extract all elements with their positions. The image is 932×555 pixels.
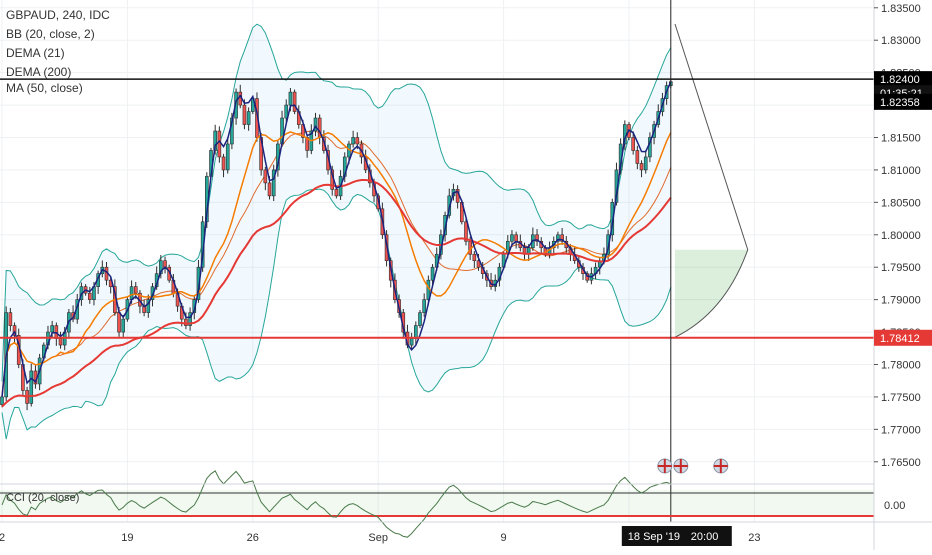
- time-tick-label: 19: [121, 532, 133, 544]
- candle-down: [117, 312, 121, 333]
- candle-up: [146, 299, 151, 313]
- candle-up: [556, 234, 560, 242]
- candle-down: [184, 318, 188, 326]
- candle-up: [284, 104, 289, 119]
- price-tick-label: 1.76500: [881, 457, 921, 469]
- price-tick-label: 1.81000: [881, 165, 921, 177]
- triangle-lower-fill: [674, 249, 748, 338]
- candle-up: [225, 143, 230, 171]
- candle-up: [288, 91, 293, 106]
- candle-up: [418, 312, 422, 326]
- candle-down: [560, 234, 564, 242]
- price-tick-label: 1.77000: [881, 424, 921, 436]
- last-price-badge: 1.82358: [880, 97, 920, 109]
- crosshair-date-label: 18 Sep '19: [628, 531, 680, 543]
- last-price-badge-bg: [874, 93, 932, 110]
- legend-bb[interactable]: BB (20, close, 2): [6, 27, 95, 41]
- candle-down: [476, 260, 481, 268]
- legend-symbol[interactable]: GBPAUD, 240, IDC: [6, 8, 110, 22]
- candle-down: [133, 286, 138, 294]
- candle-up: [29, 370, 34, 404]
- candle-down: [334, 189, 339, 197]
- time-tick-label: 23: [748, 532, 760, 544]
- candle-down: [355, 137, 360, 145]
- price-tick-label: 1.79000: [881, 295, 921, 307]
- price-tick-label: 1.83000: [881, 35, 921, 47]
- candle-down: [217, 130, 222, 158]
- candle-up: [414, 325, 418, 339]
- candle-down: [635, 150, 640, 164]
- candle-down: [631, 137, 635, 151]
- bollinger-upper: [1, 23, 672, 382]
- candle-up: [0, 396, 4, 406]
- candle-down: [639, 163, 644, 171]
- candle-down: [514, 234, 518, 242]
- candle-down: [58, 338, 63, 346]
- support-price-badge: 1.78412: [880, 333, 920, 345]
- cci-tick-label: 0.00: [884, 500, 905, 512]
- candle-up: [351, 137, 355, 145]
- candle-up: [510, 234, 514, 242]
- candle-up: [121, 318, 126, 333]
- candle-up: [430, 266, 435, 281]
- cci-line: [1, 470, 671, 538]
- ma50-line: [1, 131, 672, 398]
- candle-down: [305, 137, 309, 151]
- price-tick-label: 1.77500: [881, 392, 921, 404]
- candle-down: [242, 104, 247, 125]
- flag-cross-icon: [713, 459, 728, 473]
- price-tick-label: 1.83500: [881, 3, 921, 15]
- triangle-outline: [674, 23, 749, 338]
- candle-up: [409, 338, 414, 346]
- legend-dema21[interactable]: DEMA (21): [6, 46, 65, 60]
- crosshair-date-badge-bg: [621, 526, 732, 546]
- time-tick-label: Sep: [368, 532, 388, 544]
- candle-up: [643, 156, 648, 171]
- time-tick-label: 2: [0, 532, 5, 544]
- time-tick-label: 9: [501, 532, 507, 544]
- candle-down: [87, 292, 92, 300]
- candle-down: [472, 253, 477, 262]
- flag-cross-icon: [673, 459, 688, 473]
- candle-up: [422, 299, 426, 313]
- candle-down: [12, 325, 17, 336]
- event-markers: [657, 458, 729, 474]
- candle-down: [263, 169, 268, 184]
- price-tick-label: 1.81500: [881, 132, 921, 144]
- crosshair-time-label: 20:00: [691, 531, 719, 543]
- candle-down: [221, 156, 226, 171]
- cci-label[interactable]: CCI (20, close): [6, 492, 80, 504]
- legend-ma50[interactable]: MA (50, close): [6, 81, 83, 95]
- candle-up: [129, 286, 134, 300]
- support-price-badge-bg: [874, 329, 932, 346]
- candle-up: [50, 325, 54, 333]
- grid: [0, 0, 874, 522]
- time-tick-label: 26: [247, 532, 259, 544]
- candle-down: [535, 234, 539, 242]
- resistance-price-badge: 1.82400: [880, 74, 920, 86]
- dema21-line: [1, 81, 672, 398]
- price-tick-label: 1.78000: [881, 359, 921, 371]
- candle-down: [464, 221, 468, 242]
- candle-up: [271, 169, 276, 197]
- bollinger-lower: [1, 188, 672, 440]
- candle-down: [8, 312, 13, 326]
- legend-dema200[interactable]: DEMA (200): [6, 65, 72, 79]
- candle-down: [267, 182, 272, 197]
- price-tick-label: 1.79500: [881, 262, 921, 274]
- price-tick-label: 1.80000: [881, 230, 921, 242]
- flag-cross-icon: [657, 459, 672, 473]
- candle-up: [188, 312, 192, 326]
- resistance-price-badge-bg: [874, 71, 932, 88]
- candle-up: [313, 117, 318, 132]
- candle-up: [246, 111, 251, 125]
- candle-down: [292, 91, 297, 112]
- price-tick-label: 1.80500: [881, 197, 921, 209]
